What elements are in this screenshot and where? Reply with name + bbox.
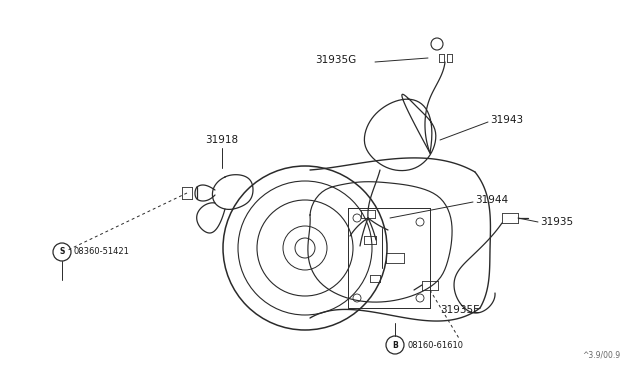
Text: 31935: 31935 xyxy=(540,217,573,227)
Text: 31944: 31944 xyxy=(475,195,508,205)
Text: 31935G: 31935G xyxy=(315,55,356,65)
Text: 31918: 31918 xyxy=(205,135,238,145)
Text: 08360-51421: 08360-51421 xyxy=(74,247,130,257)
Text: 31935E: 31935E xyxy=(440,305,479,315)
Text: S: S xyxy=(60,247,65,257)
Text: B: B xyxy=(392,340,398,350)
Text: ^3.9/00.9: ^3.9/00.9 xyxy=(582,351,620,360)
Text: 31943: 31943 xyxy=(490,115,523,125)
Text: 08160-61610: 08160-61610 xyxy=(407,340,463,350)
